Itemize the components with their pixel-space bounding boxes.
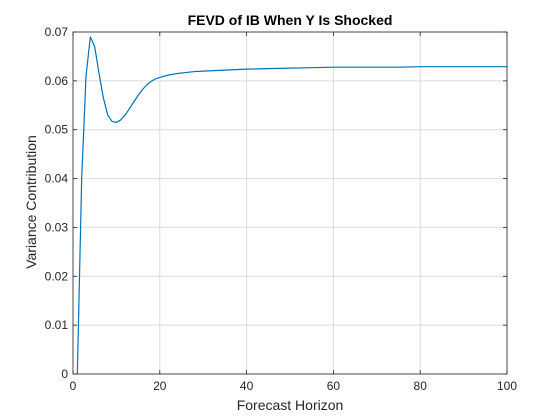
series-line-0 [76, 36, 507, 374]
x-tick-label-3: 60 [327, 379, 341, 393]
x-tick-label-2: 40 [240, 379, 254, 393]
x-axis-label: Forecast Horizon [237, 397, 344, 413]
plot-area: 0 20 40 60 80 100 0 0.01 0.02 0.03 0.04 0.05 0.06 0.0… [45, 25, 518, 393]
y-tick-label-5: 0.05 [45, 123, 69, 137]
y-tick-label-3: 0.03 [45, 220, 69, 234]
x-tick-label-0: 0 [70, 379, 77, 393]
y-tick-label-0: 0 [61, 367, 68, 381]
y-axis-label: Variance Contribution [23, 135, 39, 269]
x-tick-label-4: 80 [414, 379, 428, 393]
x-tick-label-1: 20 [153, 379, 167, 393]
y-tick-label-6: 0.06 [45, 74, 69, 88]
y-tick-label-7: 0.07 [45, 25, 69, 39]
plot-frame [72, 31, 508, 375]
y-tick-label-4: 0.04 [45, 172, 69, 186]
y-tick-label-2: 0.02 [45, 269, 69, 283]
chart-title: FEVD of IB When Y Is Shocked [188, 12, 393, 28]
y-tick-label-1: 0.01 [45, 318, 69, 332]
plot-background [73, 32, 507, 374]
x-tick-label-5: 100 [497, 379, 517, 393]
